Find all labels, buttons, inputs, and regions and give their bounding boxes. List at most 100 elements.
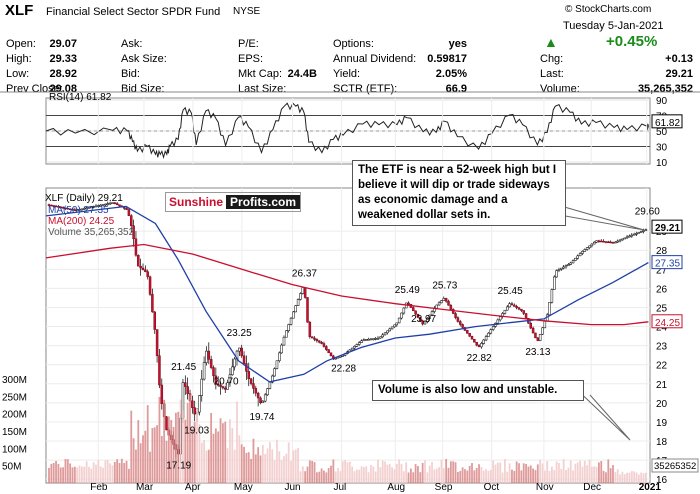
candle-body — [583, 249, 587, 252]
candle-body — [444, 298, 448, 302]
volume-bar — [583, 460, 586, 483]
volume-bar — [428, 465, 431, 483]
volume-bar — [238, 435, 241, 483]
candle-body — [242, 355, 246, 364]
candle-body — [64, 207, 67, 210]
volume-bar — [471, 463, 473, 483]
price-point-label: 22.28 — [331, 363, 356, 374]
volume-bar — [299, 471, 302, 483]
col2-label: Ask: — [121, 38, 143, 50]
volume-bar — [283, 456, 285, 483]
volume-bar — [628, 472, 631, 483]
volume-bar — [410, 468, 412, 483]
candle-body — [461, 324, 464, 328]
candle-body — [59, 206, 62, 209]
volume-bar — [612, 465, 614, 483]
candle-body — [456, 317, 460, 322]
volume-bar — [541, 463, 544, 483]
col5-value: 29.21 — [665, 68, 693, 80]
volume-bar — [438, 467, 440, 483]
candle-body — [581, 251, 584, 254]
volume-bar — [261, 444, 264, 483]
volume-tick-label: 150M — [2, 427, 27, 438]
volume-tick-label: 250M — [2, 392, 27, 403]
candle-body — [555, 270, 558, 278]
volume-bar — [548, 470, 551, 483]
candle-body — [503, 309, 507, 314]
volume-bar — [236, 401, 238, 483]
volume-bar — [81, 466, 83, 483]
volume-bar — [247, 452, 250, 483]
candle-body — [254, 388, 258, 394]
volume-bar — [106, 460, 109, 483]
volume-bar — [57, 463, 60, 483]
volume-bar — [623, 474, 626, 483]
volume-bar — [543, 470, 546, 483]
candle-body — [289, 317, 293, 325]
volume-bar — [231, 427, 234, 483]
candle-body — [247, 371, 250, 379]
volume-bar — [426, 472, 429, 483]
volume-bar — [193, 422, 196, 483]
candle-body — [61, 207, 65, 209]
volume-bar — [605, 472, 607, 483]
volume-bar — [381, 460, 384, 483]
volume-bar — [280, 460, 283, 483]
month-label: Sep — [435, 482, 453, 493]
volume-bar — [515, 461, 518, 483]
candle-body — [595, 240, 598, 243]
volume-bar — [104, 460, 107, 483]
volume-bar — [120, 458, 123, 483]
volume-bar — [153, 427, 156, 483]
candle-body — [423, 321, 427, 325]
candle-body — [268, 382, 272, 389]
price-point-label: 29.60 — [635, 207, 660, 218]
volume-bar — [92, 462, 95, 483]
price-point-label: 25.73 — [432, 281, 457, 292]
price-tick-label: 16 — [656, 475, 668, 486]
volume-bar — [494, 464, 497, 483]
candle-body — [473, 338, 476, 343]
candle-body — [609, 241, 612, 244]
volume-bar — [214, 428, 217, 483]
month-label: Jul — [333, 482, 346, 493]
candle-body — [536, 337, 540, 341]
volume-bar — [330, 465, 332, 483]
volume-bar — [264, 454, 267, 483]
volume-bar — [527, 466, 530, 483]
price-point-label: 26.37 — [292, 268, 317, 279]
volume-bar — [290, 460, 292, 483]
price-tick-label: 19 — [656, 418, 668, 429]
candle-body — [482, 339, 485, 344]
volume-bar — [478, 464, 480, 483]
col5-label: Chg: — [540, 53, 564, 65]
volume-bar — [233, 449, 236, 483]
candle-body — [451, 309, 455, 314]
month-label: 2021 — [639, 482, 662, 493]
volume-bar — [200, 442, 203, 483]
volume-bar — [619, 474, 621, 483]
volume-bar — [212, 433, 215, 483]
volume-bar — [348, 461, 351, 483]
volume-bar — [297, 447, 299, 483]
candle-body — [50, 204, 53, 207]
volume-bar — [144, 430, 147, 483]
candle-body — [491, 326, 495, 330]
volume-bar — [508, 463, 511, 483]
candle-body — [635, 232, 638, 235]
candle-body — [369, 338, 373, 341]
volume-bar — [316, 472, 318, 483]
candle-body — [590, 243, 594, 247]
volume-bar — [355, 469, 358, 483]
volume-tick-label: 100M — [2, 444, 27, 455]
volume-bar — [412, 472, 415, 483]
candle-body — [407, 302, 410, 305]
rsi-line — [45, 102, 649, 160]
volume-bar — [71, 467, 74, 483]
volume-bar — [635, 472, 638, 483]
volume-bar — [128, 468, 130, 483]
candle-body — [97, 205, 100, 207]
symbol: XLF — [5, 2, 34, 19]
last-value-label: 24.25 — [655, 318, 680, 329]
annotation-pointer — [553, 203, 645, 231]
